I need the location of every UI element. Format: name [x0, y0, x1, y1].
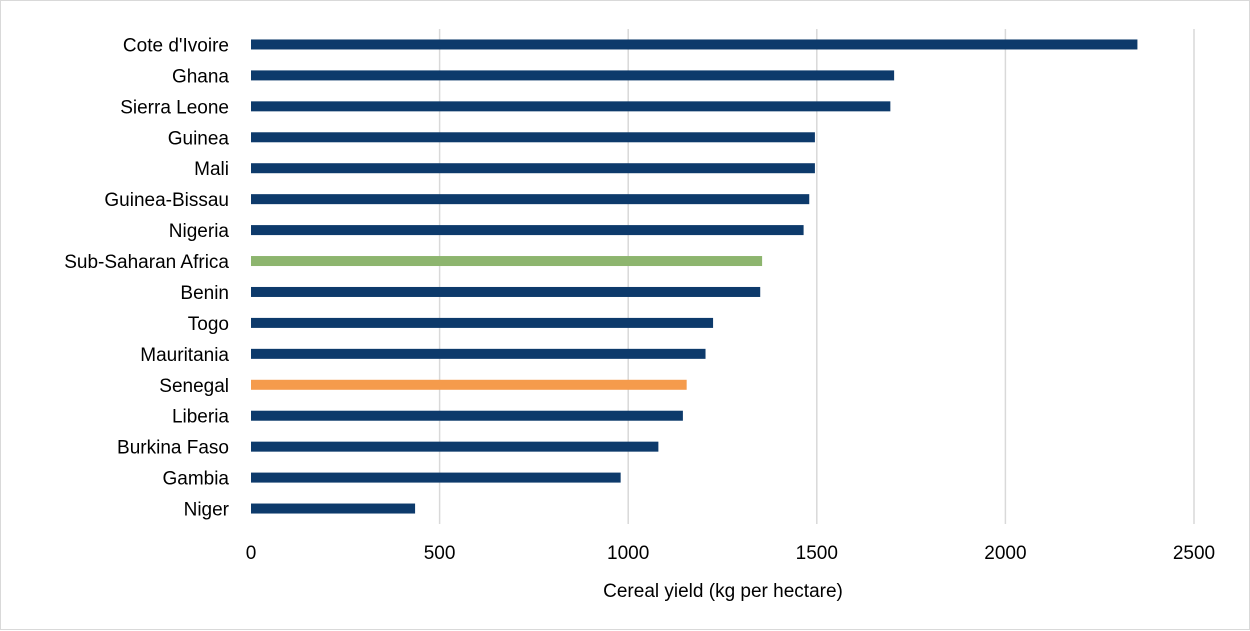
bar [251, 256, 763, 267]
category-label: Gambia [162, 469, 229, 490]
category-label: Senegal [159, 376, 229, 397]
x-tick-labels: 0 500 1000 1500 2000 2500 [246, 543, 1215, 564]
bar [251, 410, 683, 421]
category-label: Sub-Saharan Africa [64, 252, 229, 273]
x-tick-label: 2500 [1173, 543, 1215, 564]
bar [251, 348, 706, 359]
category-labels: Cote d'Ivoire Ghana Sierra Leone Guinea Mali… [64, 35, 229, 520]
category-label: Liberia [172, 407, 229, 428]
x-tick-label: 500 [424, 543, 456, 564]
bar [251, 132, 815, 143]
grid-lines [438, 29, 1195, 524]
bar [251, 39, 1138, 50]
bar [251, 472, 621, 483]
x-tick-label: 2000 [984, 543, 1026, 564]
category-label: Sierra Leone [120, 97, 229, 118]
category-label: Ghana [172, 66, 229, 87]
x-axis-title: Cereal yield (kg per hectare) [603, 581, 843, 602]
bar [251, 317, 714, 328]
category-label: Mali [194, 159, 229, 180]
bar [251, 163, 815, 174]
category-label: Guinea-Bissau [104, 190, 229, 211]
category-label: Cote d'Ivoire [123, 35, 229, 56]
x-tick-label: 1000 [607, 543, 649, 564]
bar [251, 101, 891, 112]
x-tick-label: 1500 [796, 543, 838, 564]
bar [251, 503, 416, 514]
bar [251, 286, 761, 297]
category-label: Togo [188, 314, 229, 335]
category-label: Nigeria [169, 221, 230, 242]
bar [251, 379, 687, 390]
category-label: Mauritania [140, 345, 229, 366]
bars [251, 39, 1138, 514]
category-label: Niger [184, 500, 230, 521]
category-label: Burkina Faso [117, 438, 229, 459]
bar [251, 225, 804, 236]
category-label: Guinea [168, 128, 230, 149]
bar [251, 194, 810, 205]
bar [251, 441, 659, 452]
bar [251, 70, 895, 81]
category-label: Benin [180, 283, 229, 304]
x-tick-label: 0 [246, 543, 257, 564]
